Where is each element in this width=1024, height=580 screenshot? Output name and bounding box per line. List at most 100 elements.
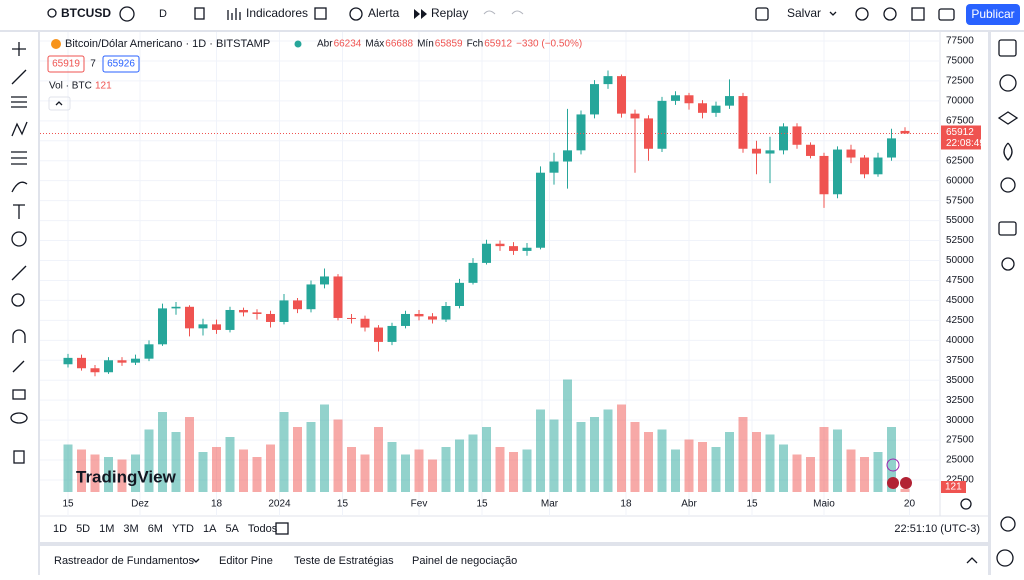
tab-menu[interactable] — [192, 558, 200, 563]
settings-button[interactable] — [883, 7, 897, 21]
collapse-arrow[interactable] — [55, 101, 63, 106]
drawing-tools[interactable] — [10, 42, 28, 464]
publish-label[interactable]: Publicar — [971, 7, 1014, 21]
panel-tab[interactable]: Editor Pine — [219, 555, 273, 567]
layers[interactable] — [997, 111, 1019, 125]
y-tick-label: 25000 — [946, 455, 974, 466]
visibility-tool[interactable] — [10, 412, 28, 424]
volume-bar — [468, 434, 478, 492]
candle-body — [131, 358, 140, 363]
candle-body — [806, 144, 815, 156]
event-icon[interactable] — [886, 458, 900, 472]
axis-settings[interactable] — [960, 498, 972, 510]
alert-icon[interactable] — [349, 7, 363, 21]
symbol[interactable]: BTCUSD — [61, 6, 111, 20]
expand-panel[interactable] — [966, 557, 978, 564]
search-icon[interactable] — [47, 8, 57, 18]
candle-body — [158, 308, 167, 345]
replay-icon[interactable] — [414, 9, 427, 19]
buy-box[interactable] — [102, 55, 140, 73]
timeframe[interactable]: 3M — [123, 523, 138, 535]
timeframe[interactable]: 1M — [99, 523, 114, 535]
timeframe[interactable]: 5D — [76, 523, 90, 535]
sell-box[interactable] — [47, 55, 85, 73]
snapshot-button[interactable] — [938, 8, 955, 21]
templates-button[interactable] — [314, 7, 327, 20]
candle-body — [563, 150, 572, 162]
date-range[interactable] — [275, 522, 289, 535]
ask[interactable]: 65926 — [107, 59, 135, 70]
chat[interactable] — [998, 221, 1017, 236]
y-tick-label: 77500 — [946, 36, 974, 47]
volume-bar — [738, 417, 748, 492]
bid[interactable]: 65919 — [52, 59, 80, 70]
lock-tool[interactable] — [12, 389, 26, 400]
compare-button[interactable] — [119, 6, 135, 22]
volume-bar — [536, 409, 545, 492]
volume-tag — [941, 481, 966, 493]
save-menu[interactable] — [829, 11, 837, 16]
timeframe[interactable]: 6M — [148, 523, 163, 535]
event-flag[interactable] — [887, 477, 899, 489]
watchlist[interactable] — [998, 39, 1017, 57]
ohlc-value: 66234 — [334, 39, 362, 50]
streams[interactable] — [1001, 257, 1015, 271]
clock[interactable]: 22:51:10 (UTC-3) — [894, 523, 980, 535]
interval[interactable]: D — [159, 8, 167, 20]
volume-bar — [320, 404, 329, 492]
fib-tool[interactable] — [11, 96, 27, 108]
event-flag[interactable] — [900, 477, 912, 489]
y-tick-label: 40000 — [946, 335, 974, 346]
ohlc-label: Máx — [365, 39, 384, 50]
timeframe[interactable]: Todos — [248, 523, 278, 535]
volume-bar — [698, 442, 707, 492]
left-toolbar — [0, 32, 38, 575]
panel-tab[interactable]: Painel de negociação — [412, 555, 517, 567]
candle-body — [482, 243, 491, 263]
right-tools[interactable] — [966, 39, 1019, 567]
spread: 7 — [90, 59, 96, 70]
crosshair-tool[interactable] — [12, 42, 26, 56]
layout-button[interactable] — [755, 7, 769, 21]
alert-button[interactable]: Alerta — [368, 6, 400, 20]
panel-tab[interactable]: Rastreador de Fundamentos — [54, 555, 195, 567]
save-button[interactable]: Salvar — [787, 6, 821, 20]
indicators-button[interactable]: Indicadores — [246, 6, 308, 20]
panel-toggle[interactable] — [1000, 516, 1016, 532]
timeframe[interactable]: 1D — [53, 523, 67, 535]
collapse-legend[interactable] — [48, 96, 71, 111]
chart-type-button[interactable] — [194, 7, 205, 20]
volume-bar — [131, 454, 140, 492]
replay-button[interactable]: Replay — [431, 6, 468, 20]
magnet-tool[interactable] — [12, 329, 26, 343]
candle-body — [846, 149, 856, 158]
ohlc-value: 65912 — [484, 39, 512, 50]
panel-tab[interactable]: Teste de Estratégias — [294, 555, 394, 567]
delete-tool[interactable] — [13, 450, 25, 464]
brush-tool[interactable] — [11, 181, 28, 193]
volume-bar — [752, 432, 761, 492]
forecast-tool[interactable] — [11, 151, 27, 165]
timeframe[interactable]: 1A — [203, 523, 217, 535]
hotlist[interactable] — [1003, 142, 1013, 161]
fullscreen-button[interactable] — [911, 7, 925, 21]
ideas[interactable] — [1000, 177, 1016, 193]
trendline-tool[interactable] — [11, 69, 27, 85]
pattern-tool[interactable] — [11, 121, 28, 137]
text-tool[interactable] — [13, 204, 25, 219]
publish-button[interactable] — [966, 4, 1020, 25]
undo-redo[interactable] — [483, 10, 524, 15]
y-tick-label: 55000 — [946, 215, 974, 226]
indicators-icon[interactable] — [227, 8, 241, 20]
timeframe[interactable]: 5A — [225, 523, 239, 535]
quick-search[interactable] — [855, 7, 869, 21]
timeframe[interactable]: YTD — [172, 523, 194, 535]
help[interactable] — [996, 549, 1014, 567]
zoom-tool[interactable] — [11, 293, 25, 307]
alerts[interactable] — [999, 74, 1017, 92]
ruler-tool[interactable] — [11, 265, 27, 281]
y-tick-label: 52500 — [946, 235, 974, 246]
x-tick-label: Fev — [411, 499, 428, 510]
lock-drawings[interactable] — [12, 360, 25, 373]
icon-tool[interactable] — [11, 231, 27, 247]
